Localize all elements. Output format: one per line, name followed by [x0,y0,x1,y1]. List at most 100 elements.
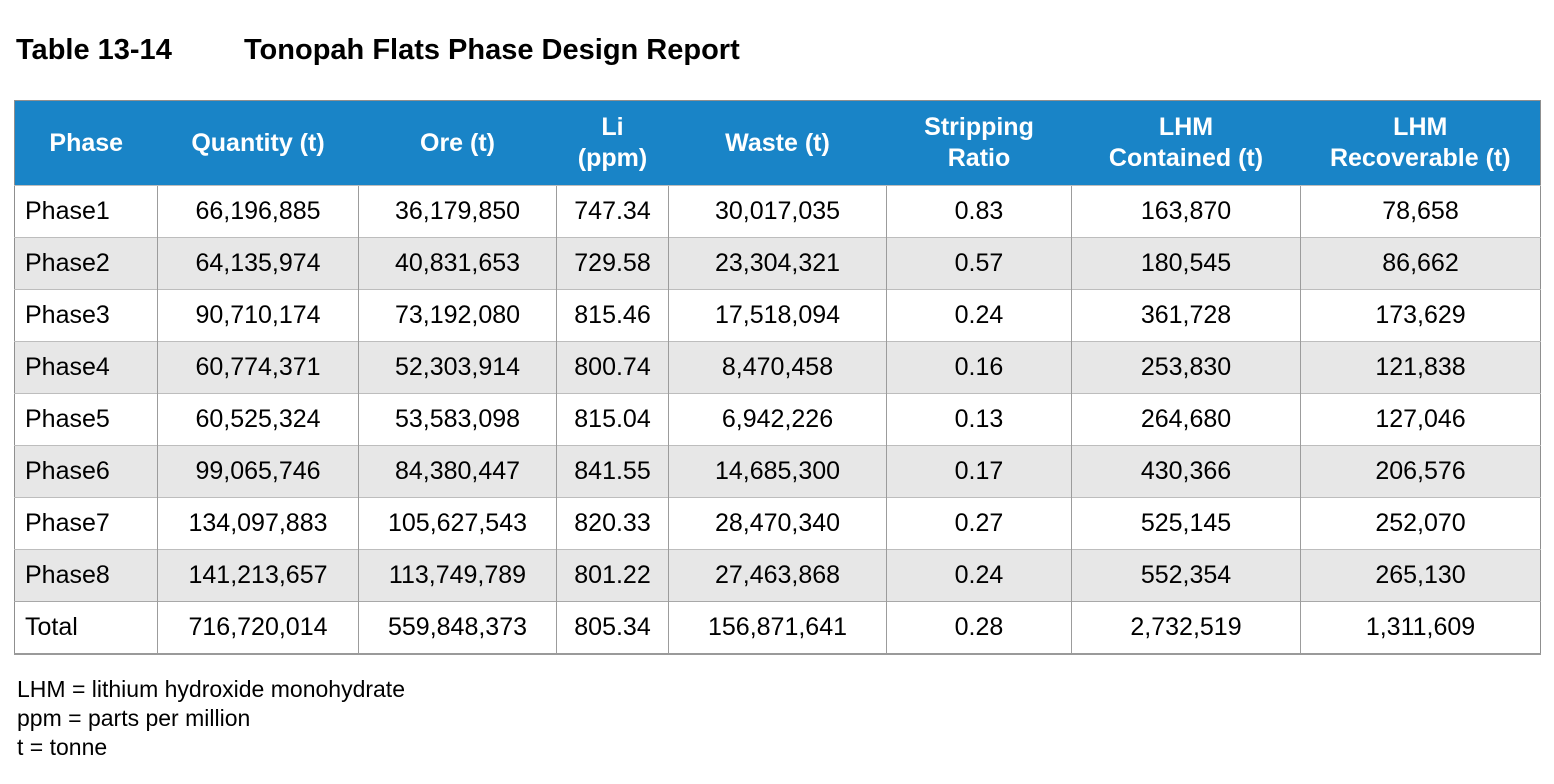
value-cell: 815.04 [556,393,669,446]
value-cell: 815.46 [556,289,669,342]
table-row: Phase4 60,774,371 52,303,914 800.74 8,470,45… [14,341,1541,394]
value-cell: 127,046 [1300,393,1541,446]
value-cell: 820.33 [556,497,669,550]
header-li-ppm: Li (ppm) [556,100,669,186]
value-cell: 552,354 [1071,549,1301,602]
header-stripping-ratio: Stripping Ratio [886,100,1072,186]
value-cell: 801.22 [556,549,669,602]
value-cell: 841.55 [556,445,669,498]
phase-cell: Phase6 [14,445,158,498]
value-cell: 134,097,883 [157,497,359,550]
value-cell: 84,380,447 [358,445,557,498]
value-cell: 53,583,098 [358,393,557,446]
value-cell: 0.24 [886,549,1072,602]
phase-cell: Phase3 [14,289,158,342]
header-lhm-recoverable: LHM Recoverable (t) [1300,100,1541,186]
value-cell: 0.16 [886,341,1072,394]
value-cell: 66,196,885 [157,185,359,238]
header-waste: Waste (t) [668,100,887,186]
value-cell: 800.74 [556,341,669,394]
value-cell: 729.58 [556,237,669,290]
value-cell: 0.17 [886,445,1072,498]
table-number-label: Table 13-14 [16,34,172,66]
phase-cell: Phase4 [14,341,158,394]
footnotes: LHM = lithium hydroxide monohydrate ppm … [17,675,405,762]
value-cell: 30,017,035 [668,185,887,238]
value-cell: 0.13 [886,393,1072,446]
header-phase: Phase [14,100,158,186]
value-cell: 36,179,850 [358,185,557,238]
value-cell: 141,213,657 [157,549,359,602]
header-row: Phase Quantity (t) Ore (t) Li (ppm) Wast… [14,100,1541,186]
value-cell: 60,525,324 [157,393,359,446]
value-cell: 253,830 [1071,341,1301,394]
value-cell: 0.57 [886,237,1072,290]
table-title-text: Tonopah Flats Phase Design Report [244,34,740,66]
value-cell: 86,662 [1300,237,1541,290]
value-cell: 252,070 [1300,497,1541,550]
value-cell: 17,518,094 [668,289,887,342]
value-cell: 559,848,373 [358,601,557,654]
value-cell: 163,870 [1071,185,1301,238]
value-cell: 361,728 [1071,289,1301,342]
phase-cell: Phase5 [14,393,158,446]
table-row: Phase5 60,525,324 53,583,098 815.04 6,942,22… [14,393,1541,446]
page-title: Table 13-14 Tonopah Flats Phase Design R… [16,34,740,67]
value-cell: 1,311,609 [1300,601,1541,654]
header-ore: Ore (t) [358,100,557,186]
value-cell: 0.83 [886,185,1072,238]
value-cell: 52,303,914 [358,341,557,394]
table-row: Phase8 141,213,657 113,749,789 801.22 27,463… [14,549,1541,602]
value-cell: 121,838 [1300,341,1541,394]
value-cell: 430,366 [1071,445,1301,498]
footnote-tonne: t = tonne [17,734,108,760]
phase-cell: Phase7 [14,497,158,550]
table-row: Phase2 64,135,974 40,831,653 729.58 23,304,3… [14,237,1541,290]
footnote-lhm: LHM = lithium hydroxide monohydrate [17,676,405,702]
value-cell: 206,576 [1300,445,1541,498]
table-body: Phase1 66,196,885 36,179,850 747.34 30,017,0… [14,185,1541,654]
phase-cell: Total [14,601,158,654]
value-cell: 78,658 [1300,185,1541,238]
value-cell: 14,685,300 [668,445,887,498]
value-cell: 8,470,458 [668,341,887,394]
value-cell: 73,192,080 [358,289,557,342]
value-cell: 525,145 [1071,497,1301,550]
value-cell: 173,629 [1300,289,1541,342]
value-cell: 6,942,226 [668,393,887,446]
value-cell: 156,871,641 [668,601,887,654]
table-header: Phase Quantity (t) Ore (t) Li (ppm) Wast… [14,100,1541,186]
header-lhm-contained: LHM Contained (t) [1071,100,1301,186]
value-cell: 0.24 [886,289,1072,342]
value-cell: 747.34 [556,185,669,238]
table-row: Phase3 90,710,174 73,192,080 815.46 17,518,0… [14,289,1541,342]
value-cell: 90,710,174 [157,289,359,342]
table-row: Phase6 99,065,746 84,380,447 841.55 14,685,3… [14,445,1541,498]
footnote-ppm: ppm = parts per million [17,705,251,731]
value-cell: 28,470,340 [668,497,887,550]
table-row: Phase1 66,196,885 36,179,850 747.34 30,017,0… [14,185,1541,238]
value-cell: 0.28 [886,601,1072,654]
value-cell: 2,732,519 [1071,601,1301,654]
value-cell: 99,065,746 [157,445,359,498]
phase-cell: Phase8 [14,549,158,602]
total-row: Total 716,720,014 559,848,373 805.34 156,871… [14,601,1541,654]
value-cell: 23,304,321 [668,237,887,290]
phase-cell: Phase2 [14,237,158,290]
value-cell: 264,680 [1071,393,1301,446]
value-cell: 60,774,371 [157,341,359,394]
phase-design-table: Phase Quantity (t) Ore (t) Li (ppm) Wast… [14,100,1541,655]
value-cell: 0.27 [886,497,1072,550]
header-quantity: Quantity (t) [157,100,359,186]
table-row: Phase7 134,097,883 105,627,543 820.33 28,470… [14,497,1541,550]
value-cell: 27,463,868 [668,549,887,602]
value-cell: 113,749,789 [358,549,557,602]
phase-cell: Phase1 [14,185,158,238]
value-cell: 805.34 [556,601,669,654]
value-cell: 105,627,543 [358,497,557,550]
value-cell: 265,130 [1300,549,1541,602]
value-cell: 64,135,974 [157,237,359,290]
value-cell: 40,831,653 [358,237,557,290]
value-cell: 716,720,014 [157,601,359,654]
